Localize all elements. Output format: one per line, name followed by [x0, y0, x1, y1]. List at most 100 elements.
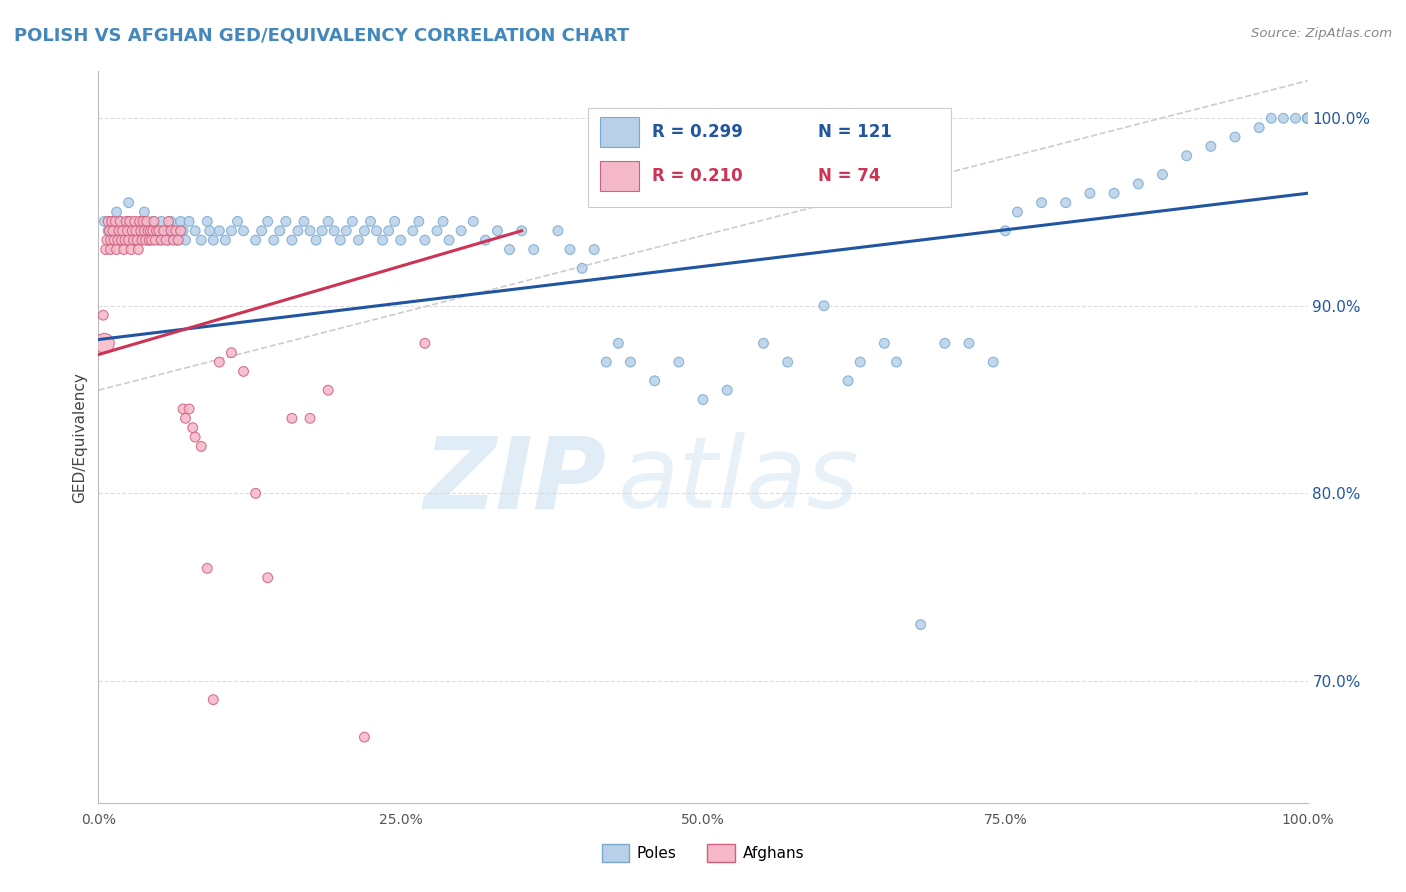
Point: [316, 383, 339, 397]
Point: [873, 336, 896, 351]
Point: [145, 224, 167, 238]
Point: [1296, 112, 1319, 126]
Point: [150, 214, 173, 228]
Point: [160, 224, 183, 238]
Point: [305, 233, 328, 247]
Point: [160, 214, 183, 228]
Point: [132, 214, 155, 228]
Point: [287, 224, 309, 238]
Y-axis label: GED/Equivalency: GED/Equivalency: [72, 372, 87, 502]
Point: [250, 224, 273, 238]
Point: [371, 233, 394, 247]
Point: [134, 205, 156, 219]
Point: [1296, 112, 1319, 126]
Point: [135, 224, 157, 238]
Point: [1296, 112, 1319, 126]
Point: [162, 233, 184, 247]
Point: [148, 224, 170, 238]
Point: [510, 224, 533, 238]
Point: [232, 224, 254, 238]
Point: [127, 233, 149, 247]
Point: [1175, 149, 1198, 163]
Point: [118, 214, 141, 228]
Point: [108, 214, 131, 228]
Point: [837, 374, 859, 388]
Point: [112, 243, 135, 257]
Point: [153, 224, 176, 238]
Point: [486, 224, 509, 238]
Point: [118, 214, 141, 228]
Text: POLISH VS AFGHAN GED/EQUIVALENCY CORRELATION CHART: POLISH VS AFGHAN GED/EQUIVALENCY CORRELA…: [14, 27, 630, 45]
Point: [752, 336, 775, 351]
Point: [994, 224, 1017, 238]
FancyBboxPatch shape: [600, 118, 638, 146]
Point: [143, 233, 166, 247]
Point: [214, 233, 236, 247]
Point: [263, 233, 285, 247]
Point: [169, 224, 191, 238]
Point: [583, 243, 606, 257]
Point: [886, 355, 908, 369]
Point: [432, 214, 454, 228]
Point: [692, 392, 714, 407]
Point: [107, 233, 129, 247]
Text: ZIP: ZIP: [423, 433, 606, 530]
Point: [98, 224, 121, 238]
Point: [474, 233, 496, 247]
Point: [105, 205, 128, 219]
Point: [108, 224, 131, 238]
Point: [208, 224, 231, 238]
Point: [1223, 130, 1246, 145]
Point: [145, 224, 167, 238]
Point: [195, 561, 218, 575]
Point: [114, 224, 136, 238]
Point: [437, 233, 460, 247]
Point: [1152, 168, 1174, 182]
Point: [100, 233, 122, 247]
Point: [165, 224, 187, 238]
Text: R = 0.210: R = 0.210: [652, 167, 742, 185]
Point: [316, 214, 339, 228]
Point: [100, 214, 122, 228]
Point: [174, 411, 197, 425]
Point: [103, 233, 125, 247]
Point: [607, 336, 630, 351]
Point: [167, 233, 190, 247]
Point: [1284, 112, 1306, 126]
Point: [174, 233, 197, 247]
Point: [221, 224, 243, 238]
Point: [134, 224, 156, 238]
Point: [299, 411, 322, 425]
Point: [813, 299, 835, 313]
Point: [934, 336, 956, 351]
Point: [384, 214, 406, 228]
Point: [101, 233, 124, 247]
Point: [245, 233, 267, 247]
Point: [292, 214, 315, 228]
Point: [360, 214, 382, 228]
Point: [155, 233, 177, 247]
Point: [426, 224, 449, 238]
Point: [152, 224, 174, 238]
Point: [198, 224, 221, 238]
Point: [110, 233, 132, 247]
Point: [91, 308, 114, 322]
Point: [142, 224, 165, 238]
Point: [208, 355, 231, 369]
Point: [498, 243, 520, 257]
Point: [184, 224, 207, 238]
Point: [981, 355, 1004, 369]
Point: [115, 214, 138, 228]
Point: [1031, 195, 1053, 210]
Point: [169, 214, 191, 228]
Point: [172, 224, 194, 238]
Point: [139, 224, 162, 238]
Point: [1007, 205, 1029, 219]
Point: [101, 224, 124, 238]
Point: [127, 243, 149, 257]
Point: [957, 336, 980, 351]
Point: [619, 355, 641, 369]
Point: [910, 617, 932, 632]
Point: [179, 401, 201, 416]
Point: [221, 345, 243, 359]
